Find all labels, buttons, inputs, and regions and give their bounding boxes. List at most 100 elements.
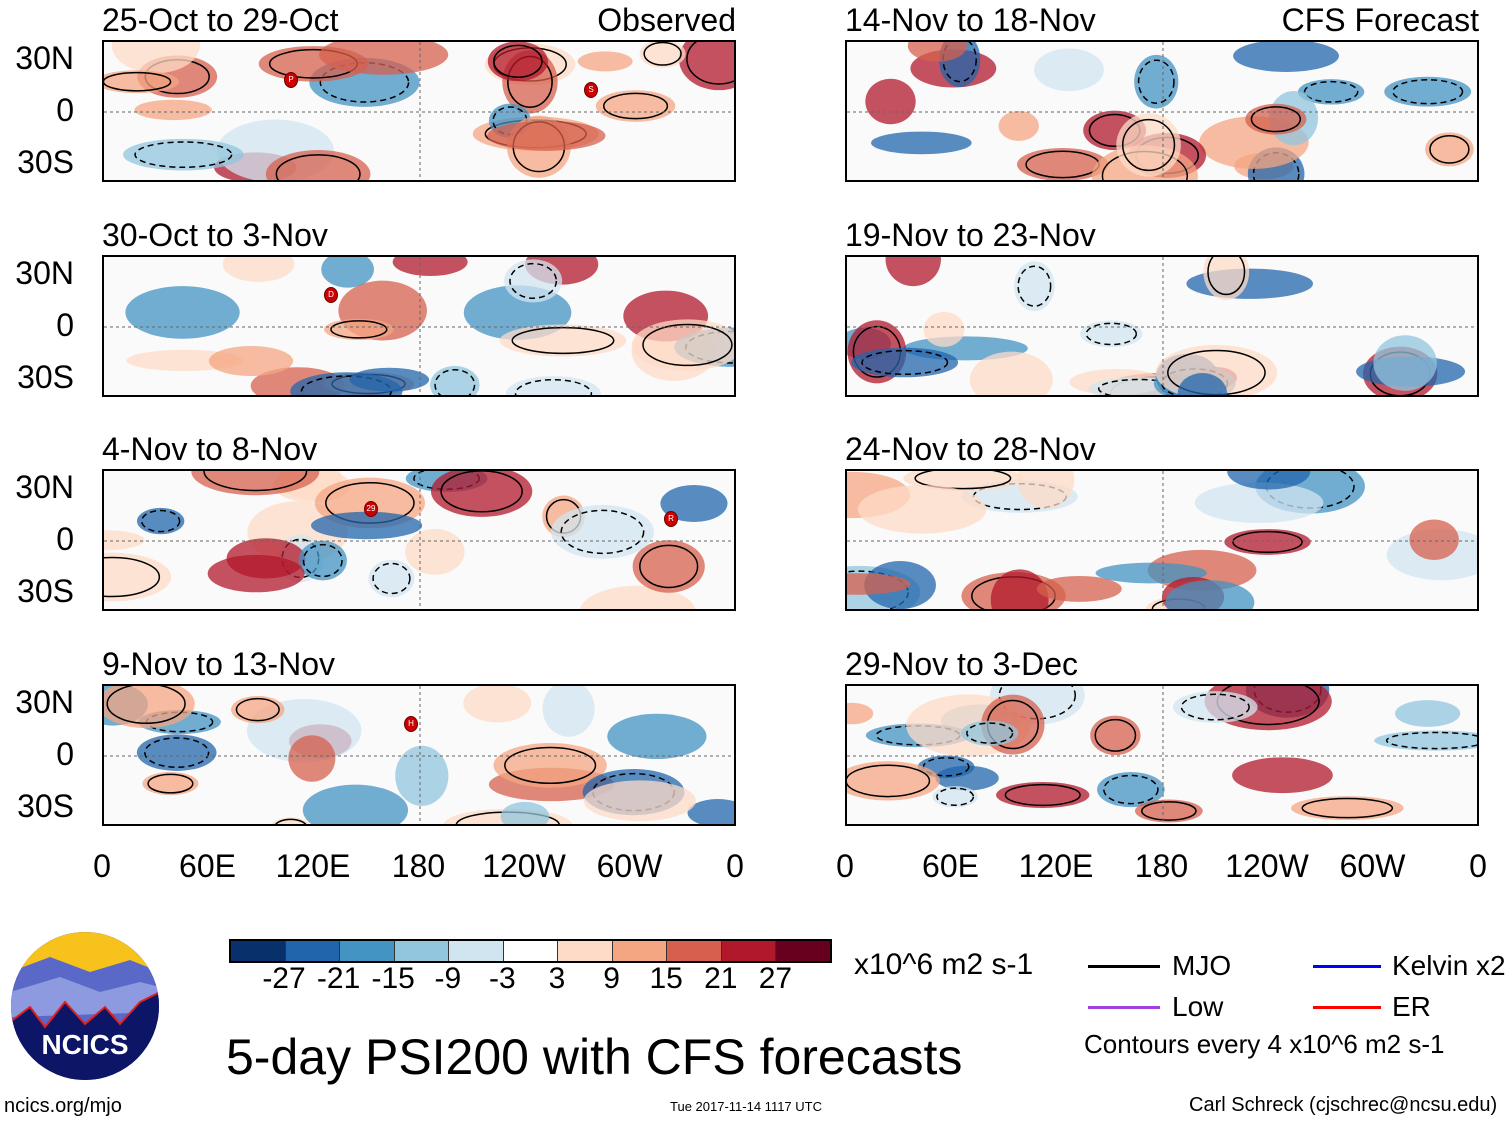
- storm-marker: H: [404, 716, 418, 732]
- mjo-contour: [493, 44, 543, 78]
- colorbar-swatch: [449, 941, 504, 961]
- mjo-contour: [274, 818, 307, 824]
- mjo-contour: [1429, 135, 1470, 164]
- anomaly-blob: [104, 70, 179, 94]
- anomaly-blob: [1194, 482, 1324, 524]
- colorbar-tick-label: 9: [603, 962, 620, 995]
- anomaly-blob: [687, 799, 734, 824]
- mjo-contour: [1017, 265, 1052, 307]
- panel-title: 29-Nov to 3-Dec: [845, 646, 1078, 682]
- colorbar-swatch: [612, 941, 667, 961]
- anomaly-blob: [1232, 757, 1333, 794]
- x-tick-label: 120W: [1225, 848, 1309, 884]
- x-tick-label: 0: [836, 848, 854, 884]
- anomaly-blob: [1245, 103, 1307, 135]
- colorbar: [229, 939, 832, 963]
- anomaly-blob: [1116, 113, 1181, 177]
- main-title: 5-day PSI200 with CFS forecasts: [226, 1029, 963, 1085]
- anomaly-blob: [324, 318, 394, 341]
- y-tick-label: 0: [56, 521, 74, 557]
- anomaly-blob: [500, 801, 550, 824]
- x-tick-label: 180: [1134, 848, 1189, 884]
- panel-title: 9-Nov to 13-Nov: [102, 646, 335, 682]
- map-panel: H: [102, 684, 736, 826]
- colorbar-tick-label: -9: [434, 962, 462, 995]
- mjo-contour: [1085, 322, 1138, 346]
- anomaly-blob: [857, 484, 987, 534]
- contour-note: Contours every 4 x10^6 m2 s-1: [1084, 1029, 1445, 1059]
- anomaly-blob: [1291, 796, 1404, 821]
- mjo-contour: [560, 509, 645, 555]
- logo-text: NCICS: [41, 1029, 128, 1060]
- footer-url[interactable]: ncics.org/mjo: [4, 1095, 122, 1117]
- y-tick-label: 30N: [15, 255, 74, 291]
- mjo-contour: [511, 326, 615, 355]
- anomaly-blob: [932, 786, 978, 808]
- anomaly-blob: [487, 42, 548, 82]
- mjo-contour: [1121, 118, 1176, 172]
- mjo-contour: [1385, 731, 1477, 750]
- anomaly-blob: [851, 347, 959, 378]
- panel-title: 24-Nov to 28-Nov: [845, 431, 1096, 467]
- y-tick-label: 30S: [17, 144, 74, 180]
- anomaly-blob: [639, 42, 686, 68]
- anomaly-blob: [104, 552, 172, 602]
- mjo-contour: [602, 92, 669, 120]
- anomaly-blob: [607, 713, 707, 760]
- anomaly-blob: [487, 120, 606, 151]
- anomaly-blob: [208, 345, 294, 377]
- mjo-contour: [914, 471, 1012, 490]
- anomaly-blob: [550, 505, 654, 559]
- storm-marker: 29: [364, 501, 378, 517]
- anomaly-blob: [1373, 335, 1437, 391]
- mjo-contour: [1141, 801, 1197, 821]
- anomaly-blob: [463, 686, 532, 723]
- map-panel: [845, 469, 1479, 611]
- anomaly-blob: [191, 471, 320, 496]
- anomaly-blob: [969, 351, 1053, 395]
- y-tick-label: 30N: [15, 469, 74, 505]
- anomaly-blob: [1090, 715, 1141, 756]
- colorbar-tick-label: 27: [758, 962, 793, 995]
- colorbar-swatch: [667, 941, 722, 961]
- colorbar-swatch: [231, 941, 286, 961]
- mjo-contour: [104, 71, 172, 92]
- mjo-contour: [998, 686, 1077, 720]
- legend-label-mjo: MJO: [1172, 950, 1232, 981]
- anomaly-blob: [660, 484, 728, 522]
- ncics-logo: NCICS: [11, 932, 159, 1080]
- anomaly-blob: [136, 507, 185, 535]
- anomaly-blob: [111, 42, 201, 74]
- anomaly-blob: [1224, 529, 1311, 555]
- mjo-contour: [642, 323, 733, 367]
- anomaly-blob: [125, 286, 240, 339]
- mjo-contour: [372, 562, 411, 595]
- panel-title: 25-Oct to 29-Oct: [102, 2, 339, 38]
- mjo-contour: [330, 320, 388, 339]
- y-tick-label: 30N: [15, 684, 74, 720]
- anomaly-blob: [310, 511, 423, 540]
- anomaly-blob: [1409, 519, 1459, 561]
- anomaly-blob: [430, 471, 533, 517]
- panel-title: 30-Oct to 3-Nov: [102, 217, 328, 253]
- mjo-contour: [1250, 106, 1302, 133]
- anomaly-blob: [1080, 320, 1143, 348]
- mjo-contour: [847, 764, 931, 798]
- mjo-contour: [275, 154, 361, 180]
- anomaly-blob: [1097, 771, 1165, 808]
- x-tick-label: 0: [93, 848, 111, 884]
- anomaly-blob: [996, 782, 1090, 808]
- mjo-contour: [639, 544, 699, 589]
- y-tick-label: 30N: [15, 40, 74, 76]
- units-label: x10^6 m2 s-1: [854, 948, 1034, 981]
- anomaly-blob: [298, 540, 347, 581]
- anomaly-blob: [349, 367, 430, 392]
- y-tick-label: 0: [56, 736, 74, 772]
- anomaly-blob: [542, 686, 595, 737]
- anomaly-blob: [1017, 471, 1075, 509]
- mjo-contour: [1004, 783, 1081, 807]
- colorbar-tick-label: 3: [548, 962, 566, 995]
- x-tick-label: 60W: [1339, 848, 1406, 884]
- anomaly-blob: [1095, 562, 1207, 584]
- x-tick-label: 0: [1469, 848, 1487, 884]
